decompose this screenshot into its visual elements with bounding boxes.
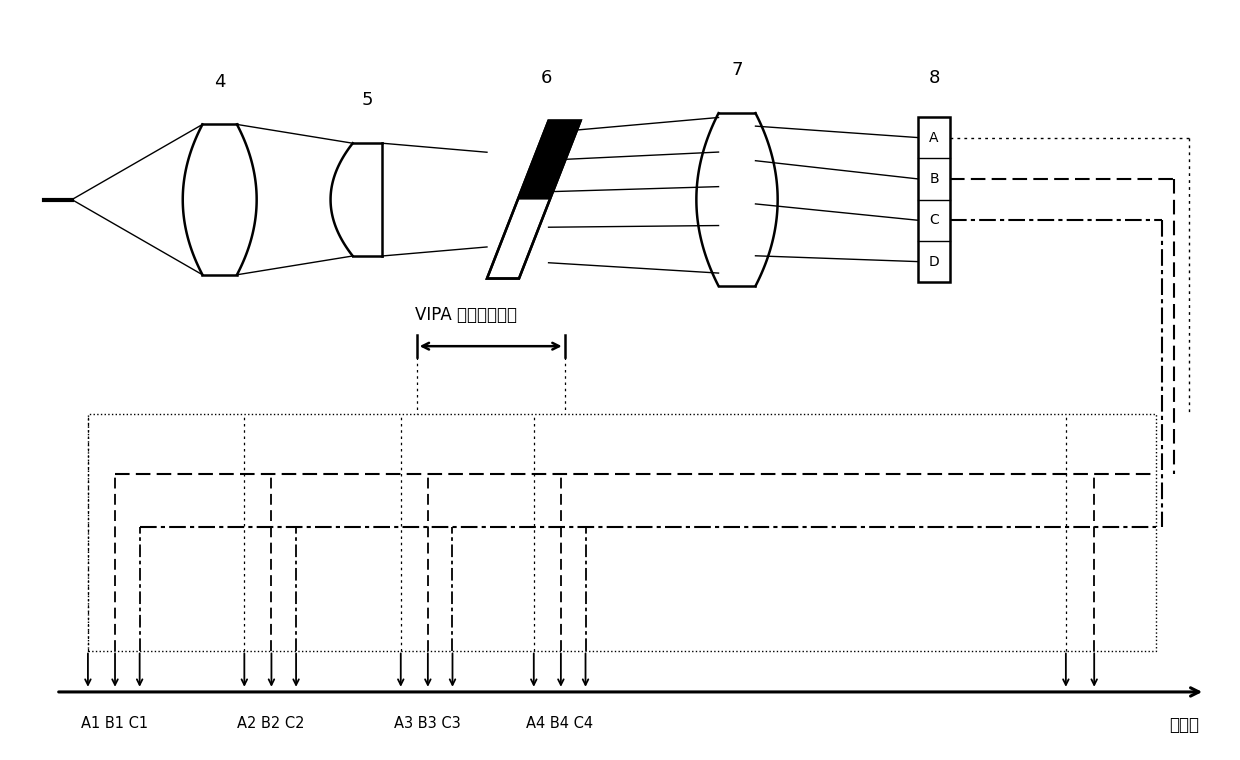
Text: 光频率: 光频率: [1169, 716, 1199, 734]
Polygon shape: [518, 121, 580, 200]
Text: A2 B2 C2: A2 B2 C2: [237, 716, 304, 731]
Bar: [918, 117, 950, 282]
Text: A3 B3 C3: A3 B3 C3: [393, 716, 460, 731]
Text: A1 B1 C1: A1 B1 C1: [81, 716, 148, 731]
Text: D: D: [929, 255, 940, 268]
Polygon shape: [487, 121, 580, 278]
Text: C: C: [929, 214, 939, 227]
Text: A4 B4 C4: A4 B4 C4: [527, 716, 594, 731]
Text: 8: 8: [929, 69, 940, 87]
Text: 6: 6: [541, 69, 552, 87]
Text: VIPA 自由光谱范围: VIPA 自由光谱范围: [415, 306, 517, 324]
Text: A: A: [929, 131, 939, 144]
Text: 7: 7: [732, 62, 743, 79]
Text: 5: 5: [362, 91, 373, 109]
Text: B: B: [929, 172, 939, 186]
Bar: [88, 414, 1156, 651]
Text: 4: 4: [215, 73, 226, 90]
